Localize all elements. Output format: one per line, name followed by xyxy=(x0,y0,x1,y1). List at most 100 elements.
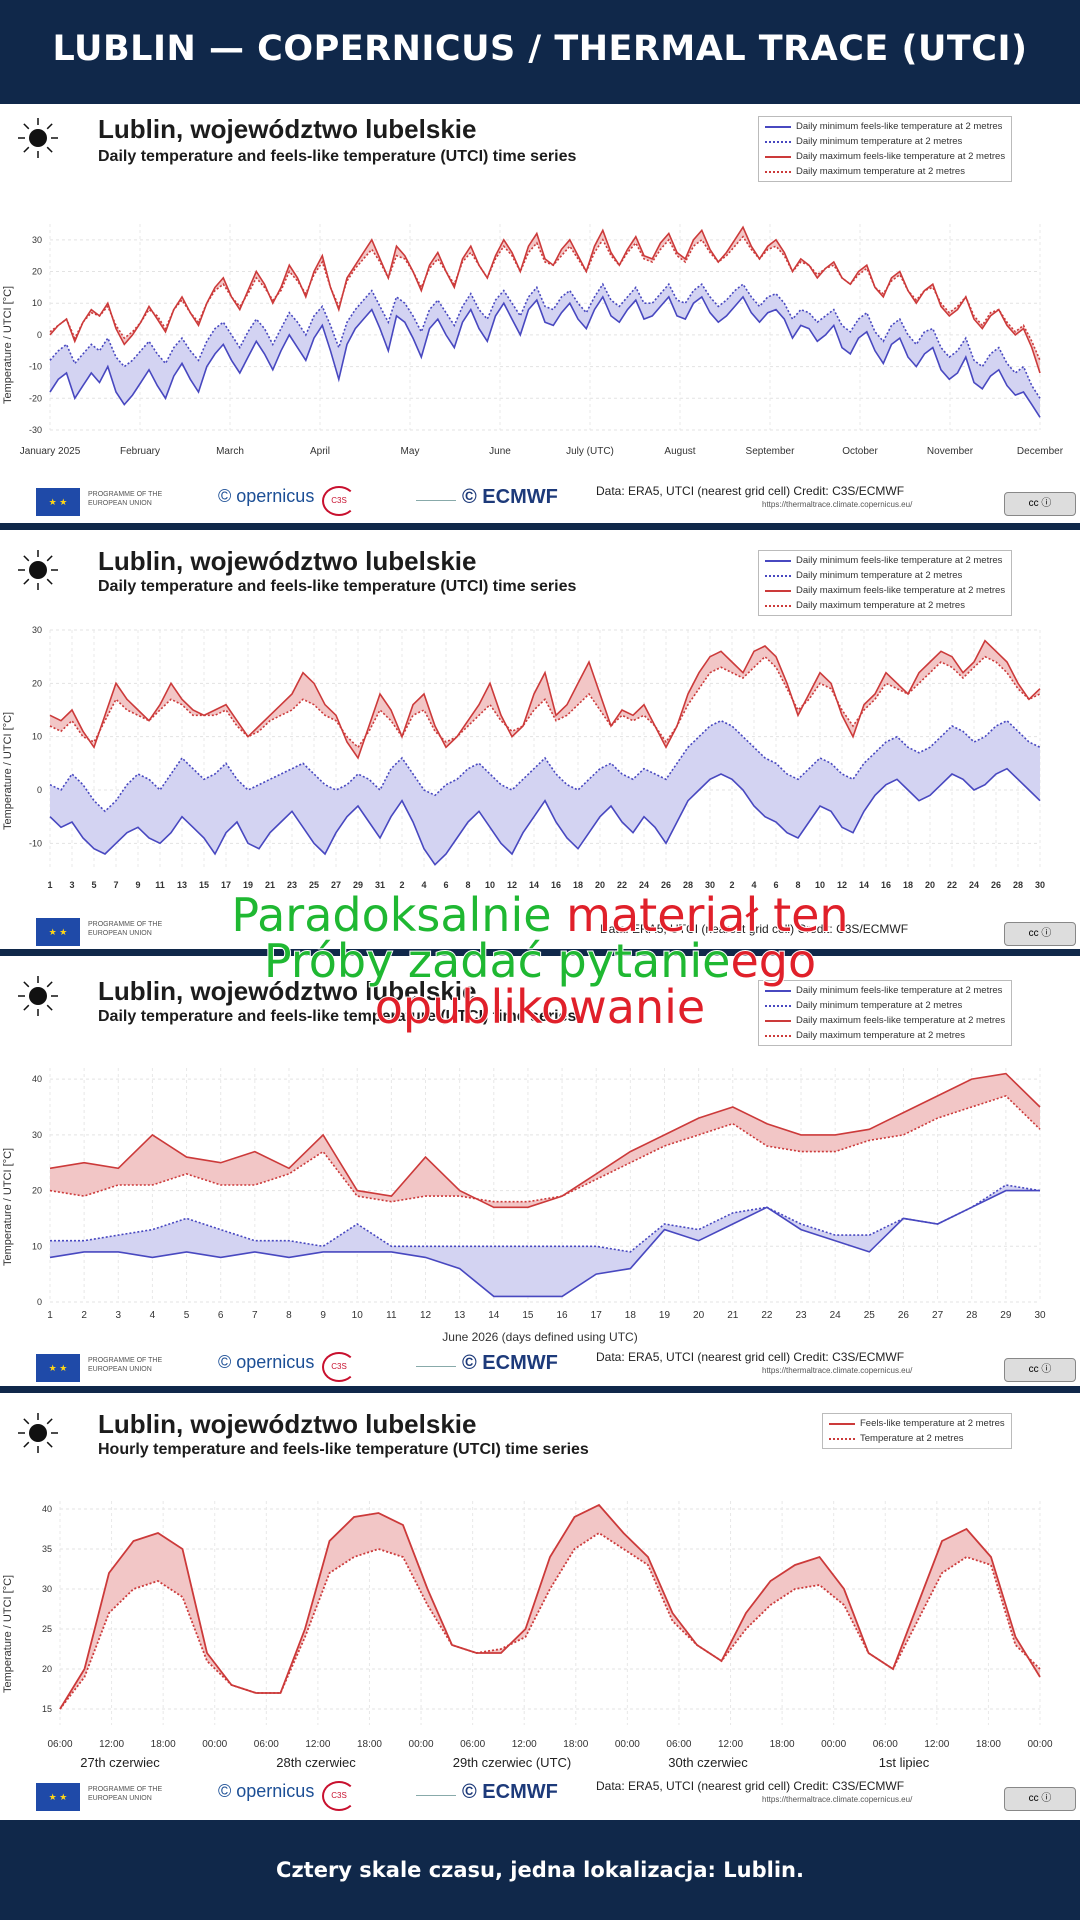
overlay-green-2: Próby zadać pytanie xyxy=(263,933,732,989)
chart-1-subtitle: Daily temperature and feels-like tempera… xyxy=(98,148,577,165)
utci-band xyxy=(60,1505,1040,1709)
data-credit: Data: ERA5, UTCI (nearest grid cell) Cre… xyxy=(596,484,905,498)
x-tick-label: 8 xyxy=(795,880,800,890)
x-tick-label: 21 xyxy=(265,880,275,890)
x-tick-label: 21 xyxy=(727,1310,739,1321)
eu-flag-icon: ★ ★ xyxy=(36,918,80,946)
day-label: 29th czerwiec (UTC) xyxy=(453,1755,571,1770)
cc-license-badge: cc ⓘ xyxy=(1004,1358,1076,1382)
chart-2-subtitle: Daily temperature and feels-like tempera… xyxy=(98,578,577,595)
x-tick-label: 29 xyxy=(353,880,363,890)
x-tick-label: 20 xyxy=(693,1310,705,1321)
legend-max-utci: Daily maximum feels-like temperature at … xyxy=(796,151,1006,162)
x-tick-label: 19 xyxy=(659,1310,671,1321)
source-url: https://thermaltrace.climate.copernicus.… xyxy=(762,1366,913,1375)
x-tick-label: 26 xyxy=(898,1310,910,1321)
overlay-line-2: Próby zadać pytanieego xyxy=(0,933,1080,989)
y-tick-label: 20 xyxy=(42,1664,52,1674)
copernicus-logo: © opernicus xyxy=(218,1781,315,1801)
x-tick-label: 2 xyxy=(729,880,734,890)
x-tick-label: 2 xyxy=(399,880,404,890)
x-tick-label: August xyxy=(664,446,695,457)
ecmwf-logo: © ECMWF xyxy=(462,486,558,508)
y-tick-label: 40 xyxy=(42,1504,52,1514)
chart-3-legend: Daily minimum feels-like temperature at … xyxy=(758,980,1013,1046)
x-tick-label: 18:00 xyxy=(563,1739,588,1750)
legend-temp: Temperature at 2 metres xyxy=(860,1433,964,1444)
weather-icon xyxy=(18,1413,58,1453)
eu-programme-text: PROGRAMME OF THE EUROPEAN UNION xyxy=(88,1786,163,1802)
eu-programme-text: PROGRAMME OF THE EUROPEAN UNION xyxy=(88,921,163,937)
x-tick-label: 27 xyxy=(932,1310,944,1321)
x-tick-label: 18:00 xyxy=(976,1739,1001,1750)
weather-icon xyxy=(18,976,58,1016)
x-tick-label: 8 xyxy=(465,880,470,890)
ecmwf-logo: © ECMWF xyxy=(462,1352,558,1374)
series-min-utci xyxy=(49,767,1041,866)
x-tick-label: 17 xyxy=(591,1310,603,1321)
chart-3-ylabel: Temperature / UTCI [°C] xyxy=(2,1147,14,1266)
x-tick-label: 27 xyxy=(331,880,341,890)
x-tick-label: 25 xyxy=(864,1310,876,1321)
c3s-logo-icon: C3S xyxy=(322,1781,356,1811)
series-min-temp xyxy=(49,282,1041,399)
eu-flag-icon: ★ ★ xyxy=(36,1354,80,1382)
series-max-utci xyxy=(49,1072,1041,1209)
x-tick-label: 5 xyxy=(91,880,96,890)
data-credit: Data: ERA5, UTCI (nearest grid cell) Cre… xyxy=(600,922,909,936)
series-min-utci xyxy=(49,1189,1040,1298)
x-tick-label: 10 xyxy=(815,880,825,890)
x-tick-label: 30 xyxy=(1035,880,1045,890)
x-tick-label: 13 xyxy=(454,1310,466,1321)
cc-license-badge: cc ⓘ xyxy=(1004,1787,1076,1811)
chart-1-ylabel: Temperature / UTCI [°C] xyxy=(2,285,14,404)
x-tick-label: 13 xyxy=(177,880,187,890)
legend-min-utci: Daily minimum feels-like temperature at … xyxy=(796,985,1003,996)
x-tick-label: 4 xyxy=(421,880,426,890)
x-tick-label: 23 xyxy=(795,1310,807,1321)
overlay-line-1: Paradoksalnie materiał ten xyxy=(0,887,1080,943)
x-tick-label: 8 xyxy=(286,1310,292,1321)
x-tick-label: 29 xyxy=(1000,1310,1012,1321)
y-tick-label: 20 xyxy=(32,267,42,277)
y-tick-label: 35 xyxy=(42,1544,52,1554)
chart-panel-4: 15 20 25 30 35 40 06:00 12:00 18:00 00:00 06:00 12:… xyxy=(0,1393,1080,1820)
x-tick-label: 18:00 xyxy=(770,1739,795,1750)
min-band xyxy=(50,284,1040,418)
x-tick-label: 12:00 xyxy=(512,1739,537,1750)
x-tick-label: 26 xyxy=(991,880,1001,890)
series-max-temp xyxy=(49,1094,1041,1203)
y-tick-label: -20 xyxy=(29,393,42,403)
y-tick-label: 0 xyxy=(37,330,42,340)
eu-flag-icon: ★ ★ xyxy=(36,488,80,516)
x-tick-label: 11 xyxy=(155,880,165,890)
y-tick-label: 0 xyxy=(37,1297,42,1307)
x-tick-label: 4 xyxy=(751,880,756,890)
x-tick-label: 12 xyxy=(837,880,847,890)
footer-caption: Cztery skale czasu, jedna lokalizacja: L… xyxy=(0,1822,1080,1920)
day-label: 27th czerwiec xyxy=(80,1755,160,1770)
x-tick-label: 14 xyxy=(859,880,869,890)
x-tick-label: 00:00 xyxy=(1027,1739,1052,1750)
day-label: 1st lipiec xyxy=(879,1755,930,1770)
x-tick-label: 28 xyxy=(1013,880,1023,890)
x-tick-label: 30 xyxy=(705,880,715,890)
divider-line xyxy=(416,1795,456,1796)
x-tick-label: 06:00 xyxy=(254,1739,279,1750)
x-tick-label: 12:00 xyxy=(718,1739,743,1750)
x-tick-label: 00:00 xyxy=(409,1739,434,1750)
series-temp xyxy=(59,1531,1041,1710)
x-tick-label: 18 xyxy=(903,880,913,890)
legend-min-utci: Daily minimum feels-like temperature at … xyxy=(796,555,1003,566)
x-tick-label: 06:00 xyxy=(47,1739,72,1750)
data-credit: Data: ERA5, UTCI (nearest grid cell) Cre… xyxy=(596,1350,905,1364)
series-utci xyxy=(59,1503,1041,1710)
x-tick-label: 00:00 xyxy=(821,1739,846,1750)
x-tick-label: 15 xyxy=(522,1310,534,1321)
chart-3-footer: ★ ★ PROGRAMME OF THE EUROPEAN UNION © op… xyxy=(0,1348,1080,1386)
x-tick-label: 06:00 xyxy=(460,1739,485,1750)
x-tick-label: February xyxy=(120,446,160,457)
x-tick-label: 18:00 xyxy=(151,1739,176,1750)
x-tick-label: 31 xyxy=(375,880,385,890)
